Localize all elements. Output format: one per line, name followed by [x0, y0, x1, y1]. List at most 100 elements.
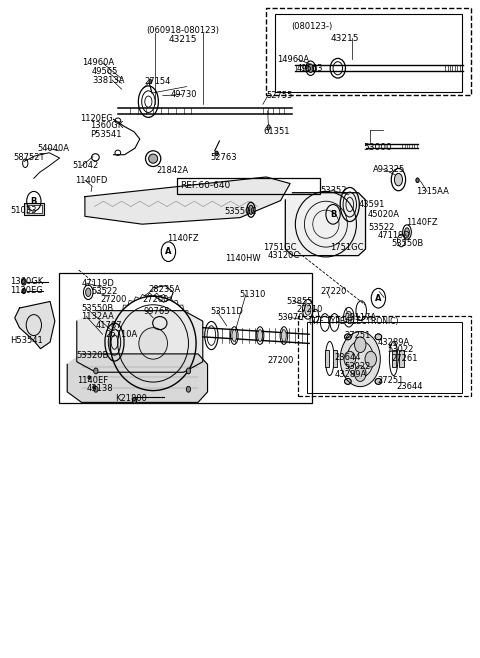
Text: 45020A: 45020A — [368, 211, 400, 220]
Text: 51042: 51042 — [72, 161, 98, 170]
Text: 53522: 53522 — [91, 287, 118, 296]
Text: 27154: 27154 — [144, 77, 171, 86]
Text: A: A — [375, 293, 382, 303]
Text: 27210: 27210 — [296, 305, 323, 315]
Text: 23644: 23644 — [335, 353, 361, 362]
Text: 27251: 27251 — [344, 331, 371, 340]
Ellipse shape — [345, 334, 351, 340]
Text: 43289A: 43289A — [335, 370, 367, 380]
Bar — [399, 350, 404, 367]
Text: 52755: 52755 — [266, 91, 293, 100]
Text: 14960A: 14960A — [83, 59, 115, 68]
Circle shape — [365, 351, 376, 367]
Text: 1140FZ: 1140FZ — [406, 218, 438, 227]
Text: (T/F TYPE-ELECTRONIC): (T/F TYPE-ELECTRONIC) — [309, 316, 399, 326]
Text: 47119D: 47119D — [82, 278, 114, 288]
Ellipse shape — [258, 330, 263, 342]
Text: 1360GK: 1360GK — [10, 277, 43, 286]
Text: 54040A: 54040A — [37, 143, 69, 153]
Text: B: B — [330, 210, 336, 219]
Text: 14960A: 14960A — [277, 55, 309, 64]
Text: 27200: 27200 — [142, 295, 168, 304]
Ellipse shape — [132, 397, 137, 403]
Text: 99765: 99765 — [144, 307, 170, 316]
Text: 53352: 53352 — [320, 186, 347, 195]
Ellipse shape — [186, 368, 191, 374]
Bar — [325, 350, 329, 367]
Text: 1140HW: 1140HW — [225, 255, 260, 263]
Text: P53541: P53541 — [90, 130, 121, 139]
Text: B: B — [31, 197, 37, 206]
Text: 51033: 51033 — [10, 206, 36, 215]
Text: A93325: A93325 — [372, 164, 405, 174]
Text: REF.60-640: REF.60-640 — [180, 181, 230, 190]
Text: 27200: 27200 — [101, 295, 127, 304]
Text: H53541: H53541 — [10, 336, 43, 345]
Text: 1140FZ: 1140FZ — [168, 234, 199, 243]
Text: 53070: 53070 — [277, 313, 304, 322]
Ellipse shape — [22, 288, 26, 293]
Ellipse shape — [281, 330, 286, 342]
Polygon shape — [85, 177, 290, 224]
Text: 52763: 52763 — [210, 153, 237, 162]
Text: 33813A: 33813A — [92, 76, 125, 84]
Text: 43138: 43138 — [86, 384, 113, 393]
Text: 53320B: 53320B — [77, 351, 109, 360]
Text: 1315AA: 1315AA — [416, 187, 448, 196]
Text: 53022: 53022 — [344, 362, 371, 371]
Text: 1140EF: 1140EF — [77, 376, 108, 385]
Polygon shape — [285, 193, 365, 255]
Text: 53000: 53000 — [363, 143, 392, 152]
Polygon shape — [15, 301, 55, 349]
Text: K21800: K21800 — [115, 394, 147, 403]
Ellipse shape — [22, 278, 26, 285]
Ellipse shape — [94, 386, 98, 392]
Bar — [27, 205, 42, 213]
Ellipse shape — [346, 311, 352, 323]
Text: 61351: 61351 — [263, 126, 289, 136]
Text: 1140FD: 1140FD — [75, 176, 108, 185]
Text: 58752T: 58752T — [13, 153, 45, 162]
Text: 23644: 23644 — [396, 382, 423, 391]
Ellipse shape — [139, 328, 168, 359]
Circle shape — [355, 366, 366, 382]
Text: 43215: 43215 — [331, 34, 359, 43]
Ellipse shape — [267, 125, 270, 130]
Text: 27261: 27261 — [392, 354, 418, 363]
Ellipse shape — [375, 378, 382, 384]
Text: 21842A: 21842A — [156, 166, 189, 175]
Polygon shape — [77, 311, 203, 372]
Ellipse shape — [186, 386, 191, 392]
Text: 43120C: 43120C — [268, 251, 300, 260]
Ellipse shape — [215, 151, 218, 156]
Ellipse shape — [94, 368, 98, 374]
Ellipse shape — [308, 64, 313, 72]
Text: 49730: 49730 — [171, 90, 197, 99]
Text: 1751GC: 1751GC — [263, 243, 297, 252]
Text: 27200: 27200 — [268, 356, 294, 365]
Circle shape — [355, 337, 366, 353]
Text: 29117A: 29117A — [344, 313, 376, 322]
Text: 41787: 41787 — [96, 321, 122, 330]
Bar — [333, 350, 337, 367]
Text: 53522: 53522 — [368, 223, 394, 232]
Ellipse shape — [345, 378, 351, 384]
Text: 53550B: 53550B — [392, 239, 424, 247]
Ellipse shape — [149, 154, 157, 163]
Text: (060918-080123): (060918-080123) — [146, 26, 219, 36]
Text: 51310: 51310 — [239, 290, 265, 299]
Text: (080123-): (080123-) — [291, 22, 333, 31]
Ellipse shape — [395, 174, 403, 186]
Ellipse shape — [93, 386, 95, 389]
Ellipse shape — [405, 228, 409, 236]
Text: 1751GC: 1751GC — [330, 243, 363, 252]
Polygon shape — [67, 354, 207, 403]
Text: 43591: 43591 — [359, 200, 385, 209]
Bar — [392, 350, 396, 367]
Text: 1132AA: 1132AA — [82, 312, 114, 321]
Circle shape — [340, 332, 380, 387]
Ellipse shape — [232, 330, 237, 342]
Ellipse shape — [249, 205, 253, 215]
Text: 49563: 49563 — [296, 64, 323, 74]
Text: 1120EG: 1120EG — [10, 286, 43, 295]
